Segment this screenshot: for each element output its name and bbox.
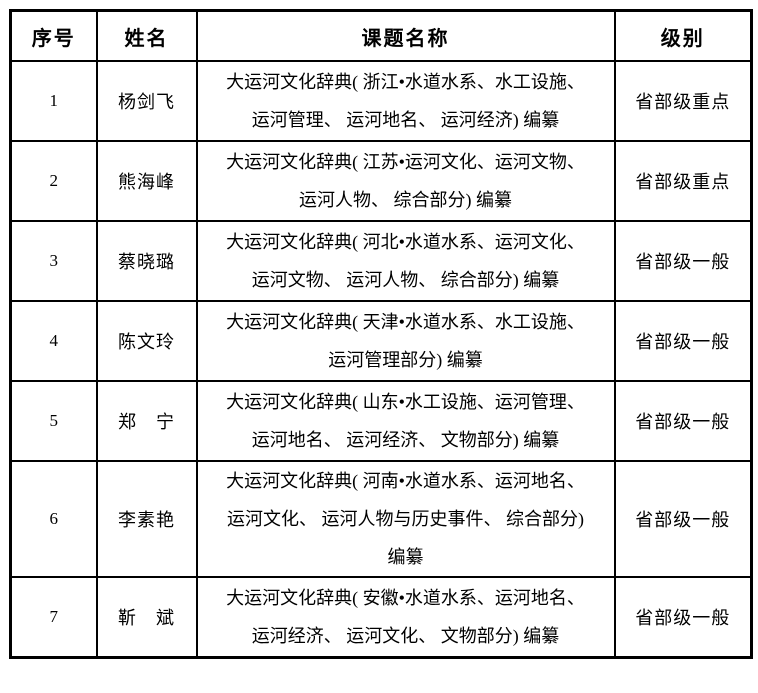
cell-no: 4 <box>9 300 98 382</box>
cell-name: 陈文玲 <box>95 300 198 382</box>
cell-level: 省部级重点 <box>613 60 753 142</box>
cell-no: 3 <box>9 220 98 302</box>
cell-name: 李素艳 <box>95 460 198 578</box>
col-header-topic: 课题名称 <box>195 9 616 62</box>
cell-topic: 大运河文化辞典( 河南•水道水系、运河地名、 运河文化、 运河人物与历史事件、 … <box>195 460 616 578</box>
col-header-level: 级别 <box>613 9 753 62</box>
table-row: 7 靳 斌 大运河文化辞典( 安徽•水道水系、运河地名、 运河经济、 运河文化、… <box>9 576 753 658</box>
topic-line: 运河管理、 运河地名、 运河经济) 编纂 <box>251 110 560 130</box>
cell-level: 省部级一般 <box>613 576 753 658</box>
topic-line: 运河文化、 运河人物与历史事件、 综合部分) <box>227 509 584 529</box>
cell-no: 5 <box>9 380 98 462</box>
projects-table: 序号 姓名 课题名称 级别 1 杨剑飞 大运河文化辞典( 浙江•水道水系、水工设… <box>9 9 753 659</box>
col-header-no: 序号 <box>9 9 98 62</box>
cell-name: 熊海峰 <box>95 140 198 222</box>
cell-name: 郑 宁 <box>95 380 198 462</box>
topic-line: 大运河文化辞典( 江苏•运河文化、运河文物、 <box>226 152 585 172</box>
topic-line: 运河文物、 运河人物、 综合部分) 编纂 <box>251 270 560 290</box>
cell-topic: 大运河文化辞典( 安徽•水道水系、运河地名、 运河经济、 运河文化、 文物部分)… <box>195 576 616 658</box>
table-row: 6 李素艳 大运河文化辞典( 河南•水道水系、运河地名、 运河文化、 运河人物与… <box>9 460 753 578</box>
cell-level: 省部级一般 <box>613 380 753 462</box>
cell-name: 靳 斌 <box>95 576 198 658</box>
cell-no: 7 <box>9 576 98 658</box>
table-row: 2 熊海峰 大运河文化辞典( 江苏•运河文化、运河文物、 运河人物、 综合部分)… <box>9 140 753 222</box>
header-row: 序号 姓名 课题名称 级别 <box>9 9 753 62</box>
cell-topic: 大运河文化辞典( 山东•水工设施、运河管理、 运河地名、 运河经济、 文物部分)… <box>195 380 616 462</box>
cell-topic: 大运河文化辞典( 浙江•水道水系、水工设施、 运河管理、 运河地名、 运河经济)… <box>195 60 616 142</box>
table-row: 1 杨剑飞 大运河文化辞典( 浙江•水道水系、水工设施、 运河管理、 运河地名、… <box>9 60 753 142</box>
table-row: 4 陈文玲 大运河文化辞典( 天津•水道水系、水工设施、 运河管理部分) 编纂 … <box>9 300 753 382</box>
cell-level: 省部级一般 <box>613 300 753 382</box>
cell-topic: 大运河文化辞典( 河北•水道水系、运河文化、 运河文物、 运河人物、 综合部分)… <box>195 220 616 302</box>
topic-line: 运河管理部分) 编纂 <box>328 350 483 370</box>
cell-no: 6 <box>9 460 98 578</box>
topic-line: 编纂 <box>387 547 424 567</box>
topic-line: 运河经济、 运河文化、 文物部分) 编纂 <box>251 625 560 646</box>
topic-line: 大运河文化辞典( 山东•水工设施、运河管理、 <box>226 392 585 412</box>
topic-line: 运河地名、 运河经济、 文物部分) 编纂 <box>251 430 560 450</box>
cell-topic: 大运河文化辞典( 江苏•运河文化、运河文物、 运河人物、 综合部分) 编纂 <box>195 140 616 222</box>
col-header-name: 姓名 <box>95 9 198 62</box>
cell-topic: 大运河文化辞典( 天津•水道水系、水工设施、 运河管理部分) 编纂 <box>195 300 616 382</box>
topic-line: 大运河文化辞典( 河南•水道水系、运河地名、 <box>226 471 585 491</box>
topic-line: 大运河文化辞典( 浙江•水道水系、水工设施、 <box>226 72 585 92</box>
topic-line: 运河人物、 综合部分) 编纂 <box>299 190 512 210</box>
table-row: 5 郑 宁 大运河文化辞典( 山东•水工设施、运河管理、 运河地名、 运河经济、… <box>9 380 753 462</box>
cell-level: 省部级一般 <box>613 460 753 578</box>
cell-name: 杨剑飞 <box>95 60 198 142</box>
topic-line: 大运河文化辞典( 天津•水道水系、水工设施、 <box>226 312 585 332</box>
cell-no: 2 <box>9 140 98 222</box>
table-row: 3 蔡晓璐 大运河文化辞典( 河北•水道水系、运河文化、 运河文物、 运河人物、… <box>9 220 753 302</box>
cell-level: 省部级一般 <box>613 220 753 302</box>
cell-level: 省部级重点 <box>613 140 753 222</box>
cell-no: 1 <box>9 60 98 142</box>
cell-name: 蔡晓璐 <box>95 220 198 302</box>
topic-line: 大运河文化辞典( 河北•水道水系、运河文化、 <box>226 232 585 252</box>
topic-line: 大运河文化辞典( 安徽•水道水系、运河地名、 <box>226 587 585 608</box>
